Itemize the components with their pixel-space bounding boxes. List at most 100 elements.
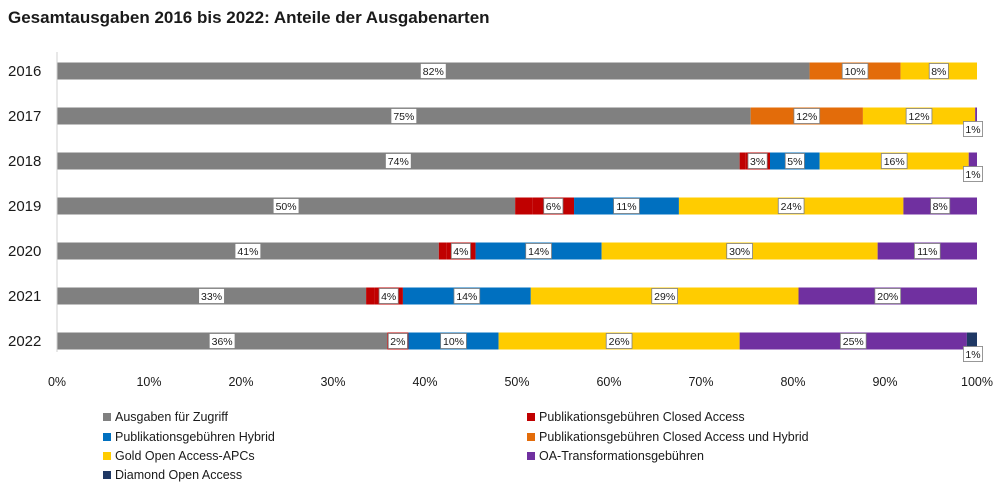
data-label-box [450,243,471,259]
data-label-box [613,198,640,214]
legend-label: Publikationsgebühren Closed Access [539,410,745,424]
data-label-box [880,153,908,169]
y-category-label: 2021 [8,288,41,305]
legend: Ausgaben für Zugriff Publikationsgebühren… [103,410,809,482]
bars-layer [57,62,977,350]
data-label: 26% [609,336,630,348]
data-label-box [905,108,933,124]
data-label: 1% [965,169,980,181]
bar-segment [739,152,746,170]
x-tick-label: 20% [228,375,253,389]
legend-label: Ausgaben für Zugriff [115,410,229,424]
data-label: 5% [787,156,802,168]
data-label: 29% [654,291,675,303]
data-label: 41% [237,246,258,258]
data-label-box [453,288,481,304]
data-label-box [747,153,768,169]
y-category-label: 2020 [8,243,41,260]
data-label-box [605,333,633,349]
data-label: 12% [796,111,817,123]
x-tick-label: 100% [961,375,993,389]
data-label: 11% [616,201,636,213]
legend-swatch [103,413,111,421]
data-label: 36% [212,336,233,348]
data-label-box [963,121,984,137]
legend-label: OA-Transformationsgebühren [539,449,704,463]
data-label-box [543,198,564,214]
data-label: 3% [750,156,765,168]
data-label-box [841,63,869,79]
chart-title: Gesamtausgaben 2016 bis 2022: Anteile de… [8,8,490,27]
bar-segment [366,287,375,305]
bar-segment [975,107,977,125]
x-axis: 0% 10% 20% 30% 40% 50% 60% 70% 80% 90% 100% [48,375,993,389]
data-label: 4% [381,291,396,303]
data-label: 10% [845,66,866,78]
data-label: 8% [931,66,946,78]
y-category-label: 2016 [8,63,41,80]
x-tick-label: 50% [504,375,529,389]
data-label: 24% [781,201,802,213]
legend-label: Gold Open Access-APCs [115,449,255,463]
x-tick-label: 0% [48,375,66,389]
y-axis: 2016 2017 2018 2019 2020 2021 2022 [8,52,58,352]
data-label: 14% [528,246,549,258]
data-label: 10% [443,336,464,348]
data-label: 30% [729,246,750,258]
x-tick-label: 30% [320,375,345,389]
bar-segment [515,197,533,215]
data-label-box [419,63,447,79]
data-label-box [963,166,984,182]
legend-swatch [527,433,535,441]
legend-swatch [103,433,111,441]
legend-label: Publikationsgebühren Closed Access und H… [539,430,809,444]
data-label-box [914,243,941,259]
bar-segment [438,242,447,260]
data-label-box [440,333,467,349]
data-label: 2% [390,336,405,348]
data-label-box [928,63,949,79]
data-label-box [234,243,262,259]
data-label-box [726,243,753,259]
data-label-box [390,108,418,124]
x-tick-label: 60% [596,375,621,389]
legend-swatch [103,471,111,479]
data-label-box [651,288,678,304]
x-tick-label: 40% [412,375,437,389]
data-label-box [387,333,408,349]
data-label-box [874,288,902,304]
data-label: 33% [201,291,222,303]
y-category-label: 2022 [8,333,41,350]
x-tick-label: 90% [872,375,897,389]
legend-swatch [527,452,535,460]
data-label: 75% [393,111,414,123]
y-category-label: 2018 [8,153,41,170]
data-label-box [198,288,225,304]
y-category-label: 2019 [8,198,41,215]
data-label: 1% [965,349,980,361]
data-label-box [385,153,412,169]
data-label-box [963,346,984,362]
legend-swatch [103,452,111,460]
legend-swatch [527,413,535,421]
data-label: 20% [877,291,898,303]
bar-segment [968,152,977,170]
data-label-box [208,333,236,349]
x-tick-label: 80% [780,375,805,389]
data-label: 6% [546,201,561,213]
data-label: 8% [933,201,948,213]
x-tick-label: 10% [136,375,161,389]
legend-label: Publikationsgebühren Hybrid [115,430,275,444]
data-label: 74% [388,156,409,168]
data-label-box [784,153,805,169]
data-label-box [930,198,951,214]
x-tick-label: 70% [688,375,713,389]
data-label: 16% [884,156,905,168]
data-label: 1% [965,124,980,136]
data-label-box [793,108,821,124]
data-label-box [525,243,552,259]
bar-segment [966,332,977,350]
data-label: 50% [276,201,297,213]
data-label: 4% [453,246,468,258]
